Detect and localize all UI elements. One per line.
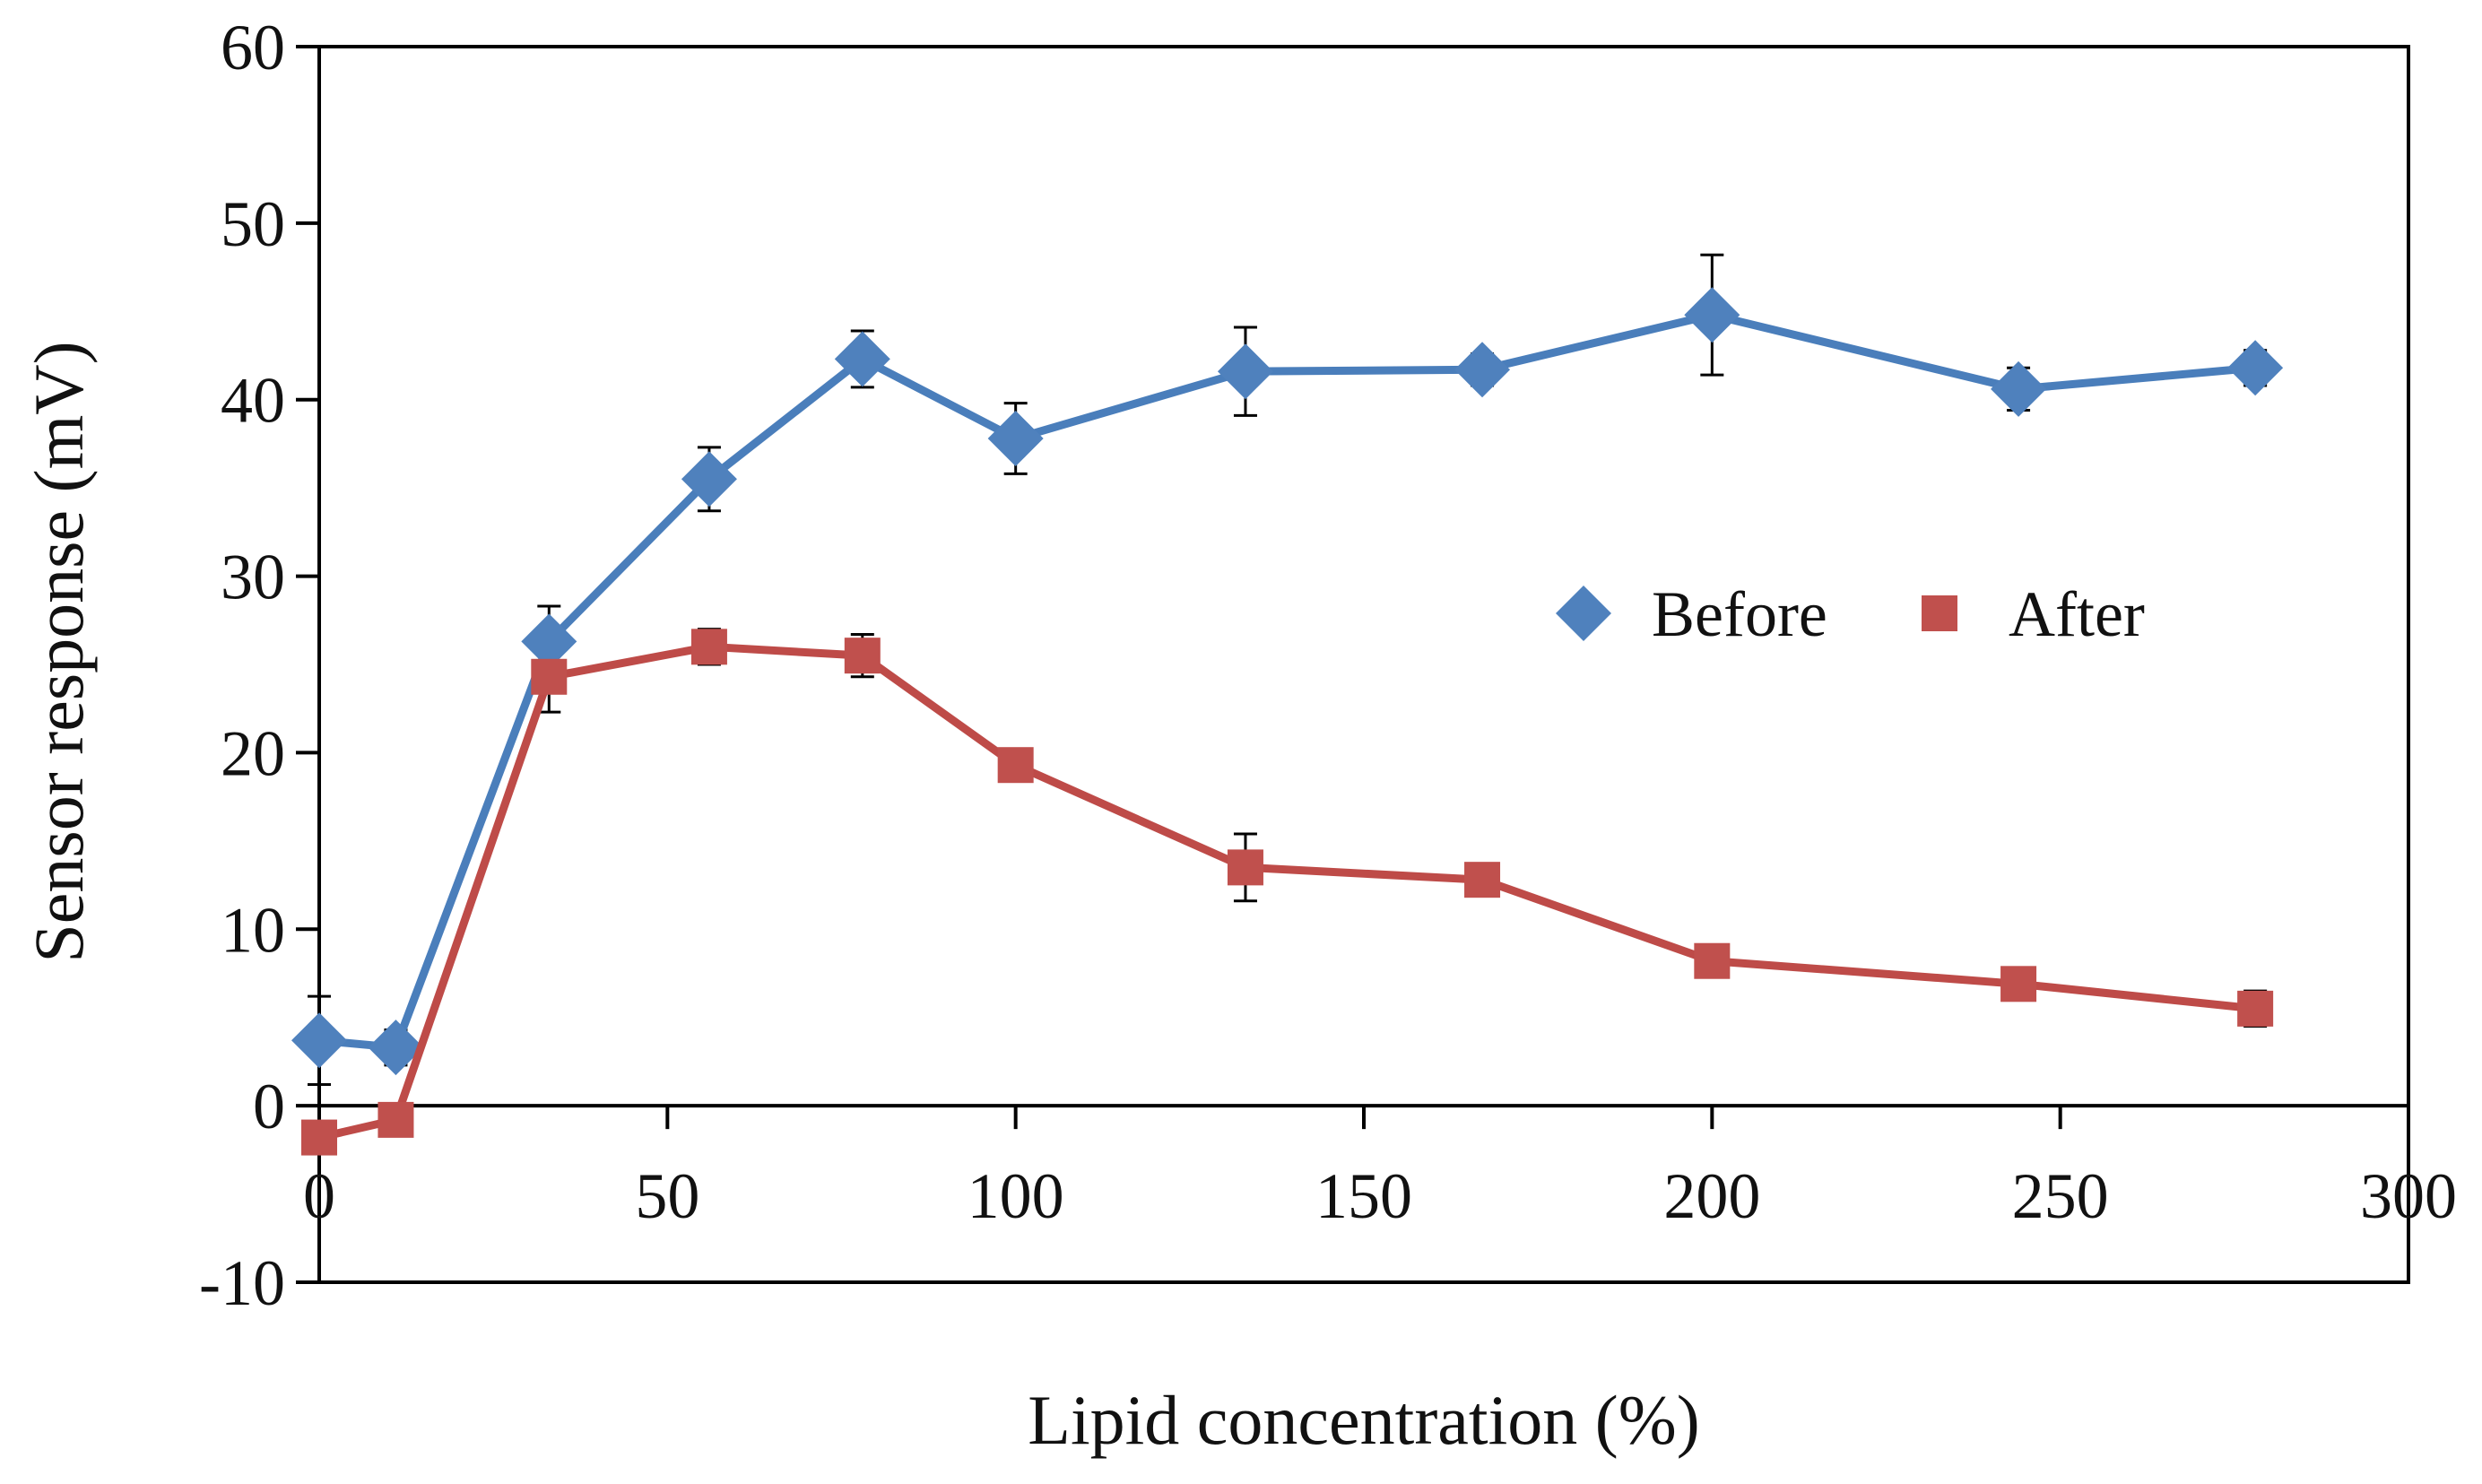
y-tick-label: 10: [221, 894, 285, 966]
y-tick-label: 40: [221, 365, 285, 437]
x-tick-label: 300: [2360, 1160, 2457, 1232]
y-tick-label: 20: [221, 717, 285, 789]
data-point: [2000, 966, 2037, 1002]
series-line: [315, 642, 2260, 1142]
series-line: [315, 310, 2260, 1052]
data-point: [834, 331, 890, 387]
plot-frame: [317, 45, 2410, 1284]
data-point: [1454, 342, 1511, 398]
data-point: [1217, 343, 1273, 400]
data-point: [521, 613, 577, 670]
legend-label: After: [2009, 578, 2145, 650]
data-point: [1464, 862, 1501, 898]
series-layer: [291, 287, 2284, 1156]
y-tick-label: 50: [221, 188, 285, 260]
x-tick-label: 250: [2012, 1160, 2109, 1232]
data-point: [987, 411, 1044, 467]
data-point: [291, 1012, 347, 1069]
y-tick-label: 60: [221, 12, 285, 83]
x-tick-label: 0: [303, 1160, 335, 1232]
legend-label: Before: [1652, 578, 1827, 650]
data-point: [844, 638, 881, 674]
data-point: [690, 629, 727, 665]
error-bars-layer: [308, 253, 2268, 1150]
legend: Before After: [1556, 578, 2145, 650]
legend-marker: [1556, 586, 1611, 641]
y-axis-title: Sensor response (mV): [20, 341, 98, 962]
y-tick-label: 0: [253, 1071, 285, 1142]
data-point: [681, 451, 737, 508]
data-point: [1991, 360, 2047, 417]
legend-marker: [1922, 595, 1957, 631]
data-point: [301, 1119, 337, 1156]
legend-item-before: Before: [1556, 578, 1827, 650]
data-point: [1684, 287, 1740, 343]
x-tick-label: 150: [1315, 1160, 1412, 1232]
data-point: [1694, 942, 1731, 979]
data-point: [531, 658, 568, 695]
data-point: [378, 1101, 414, 1138]
x-tick-label: 100: [968, 1160, 1064, 1232]
legend-item-after: After: [1922, 578, 2145, 650]
x-axis-title: Lipid concentration (%): [1028, 1381, 1699, 1459]
data-point: [2227, 340, 2284, 396]
data-point: [368, 1020, 424, 1076]
series-before: [291, 287, 2284, 1076]
series-after: [301, 629, 2274, 1156]
x-tick-label: 200: [1663, 1160, 1760, 1232]
y-tick-label: -10: [199, 1247, 285, 1319]
data-point: [997, 747, 1034, 784]
x-tick-label: 50: [635, 1160, 699, 1232]
data-point: [1227, 849, 1263, 886]
y-tick-label: 30: [221, 542, 285, 613]
data-point: [2237, 990, 2274, 1027]
